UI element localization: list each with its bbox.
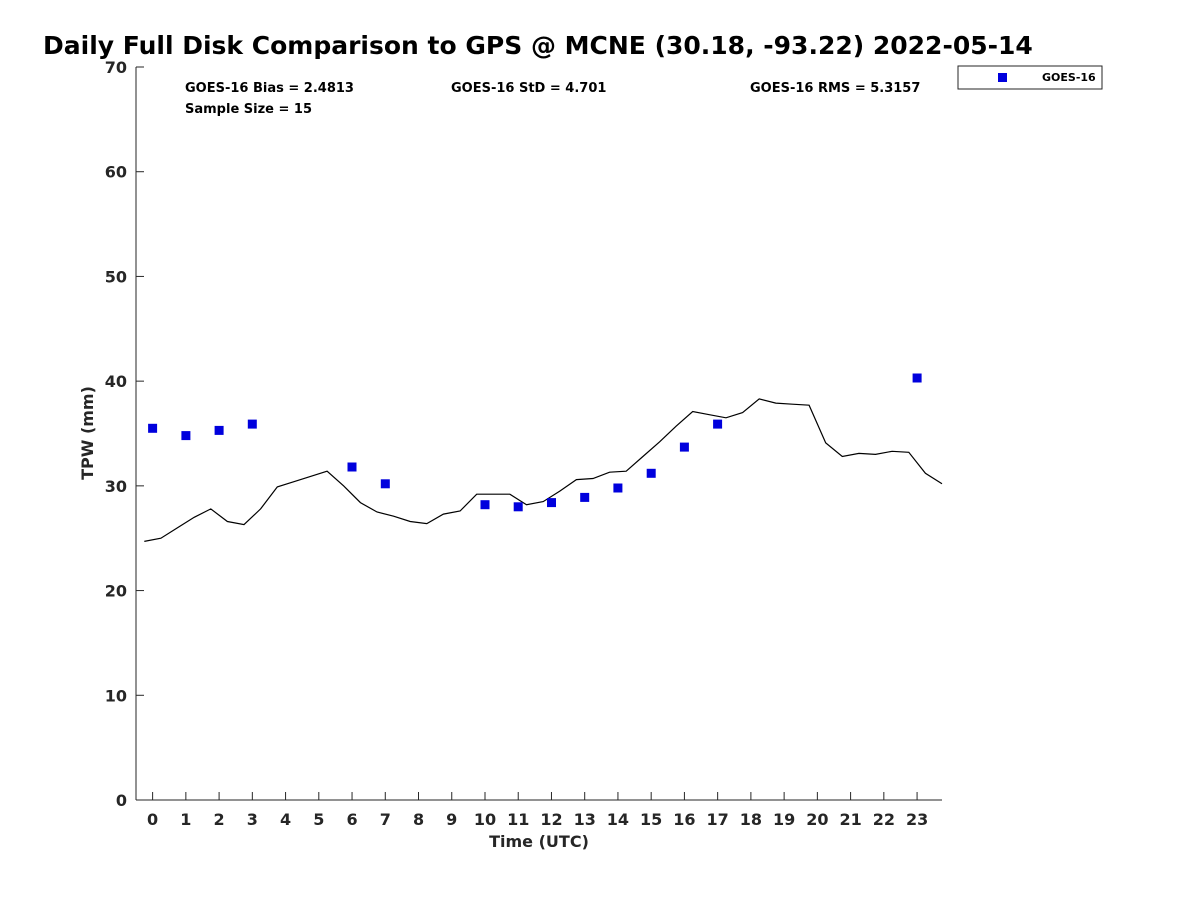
x-tick-label: 2 [214,810,225,829]
x-tick-label: 6 [346,810,357,829]
y-ticks: 0 10 20 30 40 50 60 70 [105,58,144,810]
x-tick-label: 21 [839,810,861,829]
x-tick-label: 1 [180,810,191,829]
goes-16-point [380,479,390,489]
goes-16-point [547,498,556,508]
x-tick-label: 23 [906,810,928,829]
x-tick-label: 15 [640,810,662,829]
bias-stat: GOES-16 Bias = 2.4813 [185,81,354,96]
chart-title: Daily Full Disk Comparison to GPS @ MCNE… [43,31,1033,60]
x-tick-label: 14 [607,810,629,829]
axes [135,67,942,801]
goes-16-point [679,442,689,452]
x-tick-label: 16 [673,810,695,829]
x-tick-label: 10 [474,810,496,829]
goes-16-point [347,462,357,472]
y-tick-label: 50 [105,267,127,286]
rms-stat: GOES-16 RMS = 5.3157 [750,81,920,96]
x-ticks: 0 1 2 3 4 5 6 7 8 9 10 11 12 13 14 15 16 17 18 19 20 21 22 23 [147,792,928,829]
goes-16-point [480,500,490,510]
x-tick-label: 0 [147,810,158,829]
x-tick-label: 17 [707,810,729,829]
x-tick-label: 12 [540,810,562,829]
y-tick-label: 0 [116,791,127,810]
x-tick-label: 13 [574,810,596,829]
plot-area [144,373,943,542]
goes-16-point [148,423,158,433]
y-tick-label: 30 [105,477,127,496]
gps-line [144,398,943,542]
legend-marker [998,73,1007,82]
goes-16-point [214,425,224,435]
y-tick-label: 40 [105,372,127,391]
x-axis-label: Time (UTC) [489,832,589,851]
goes-16-point [646,468,656,478]
goes-16-point [912,373,922,383]
y-axis-label: TPW (mm) [78,386,97,480]
goes-16-point [247,419,257,429]
x-tick-label: 9 [446,810,457,829]
goes-16-point [580,492,590,502]
y-tick-label: 70 [105,58,127,77]
x-tick-label: 8 [413,810,424,829]
goes-16-point [513,502,523,512]
x-tick-label: 5 [313,810,324,829]
x-tick-label: 22 [873,810,895,829]
goes-16-point [713,419,723,429]
x-tick-label: 7 [380,810,391,829]
goes-16-point [181,431,191,441]
y-tick-label: 20 [105,582,127,601]
x-tick-label: 18 [740,810,762,829]
goes-16-point [613,483,623,493]
y-tick-label: 60 [105,163,127,182]
x-tick-label: 4 [280,810,291,829]
sample-size-stat: Sample Size = 15 [185,102,312,117]
x-tick-label: 19 [773,810,795,829]
legend-box [957,65,1103,90]
x-tick-label: 20 [806,810,828,829]
x-tick-label: 11 [507,810,529,829]
x-tick-label: 3 [247,810,258,829]
std-stat: GOES-16 StD = 4.701 [451,81,606,96]
legend-label-goes-16: GOES-16 [1042,71,1096,84]
legend: GOES-16 [957,65,1103,90]
y-tick-label: 10 [105,686,127,705]
